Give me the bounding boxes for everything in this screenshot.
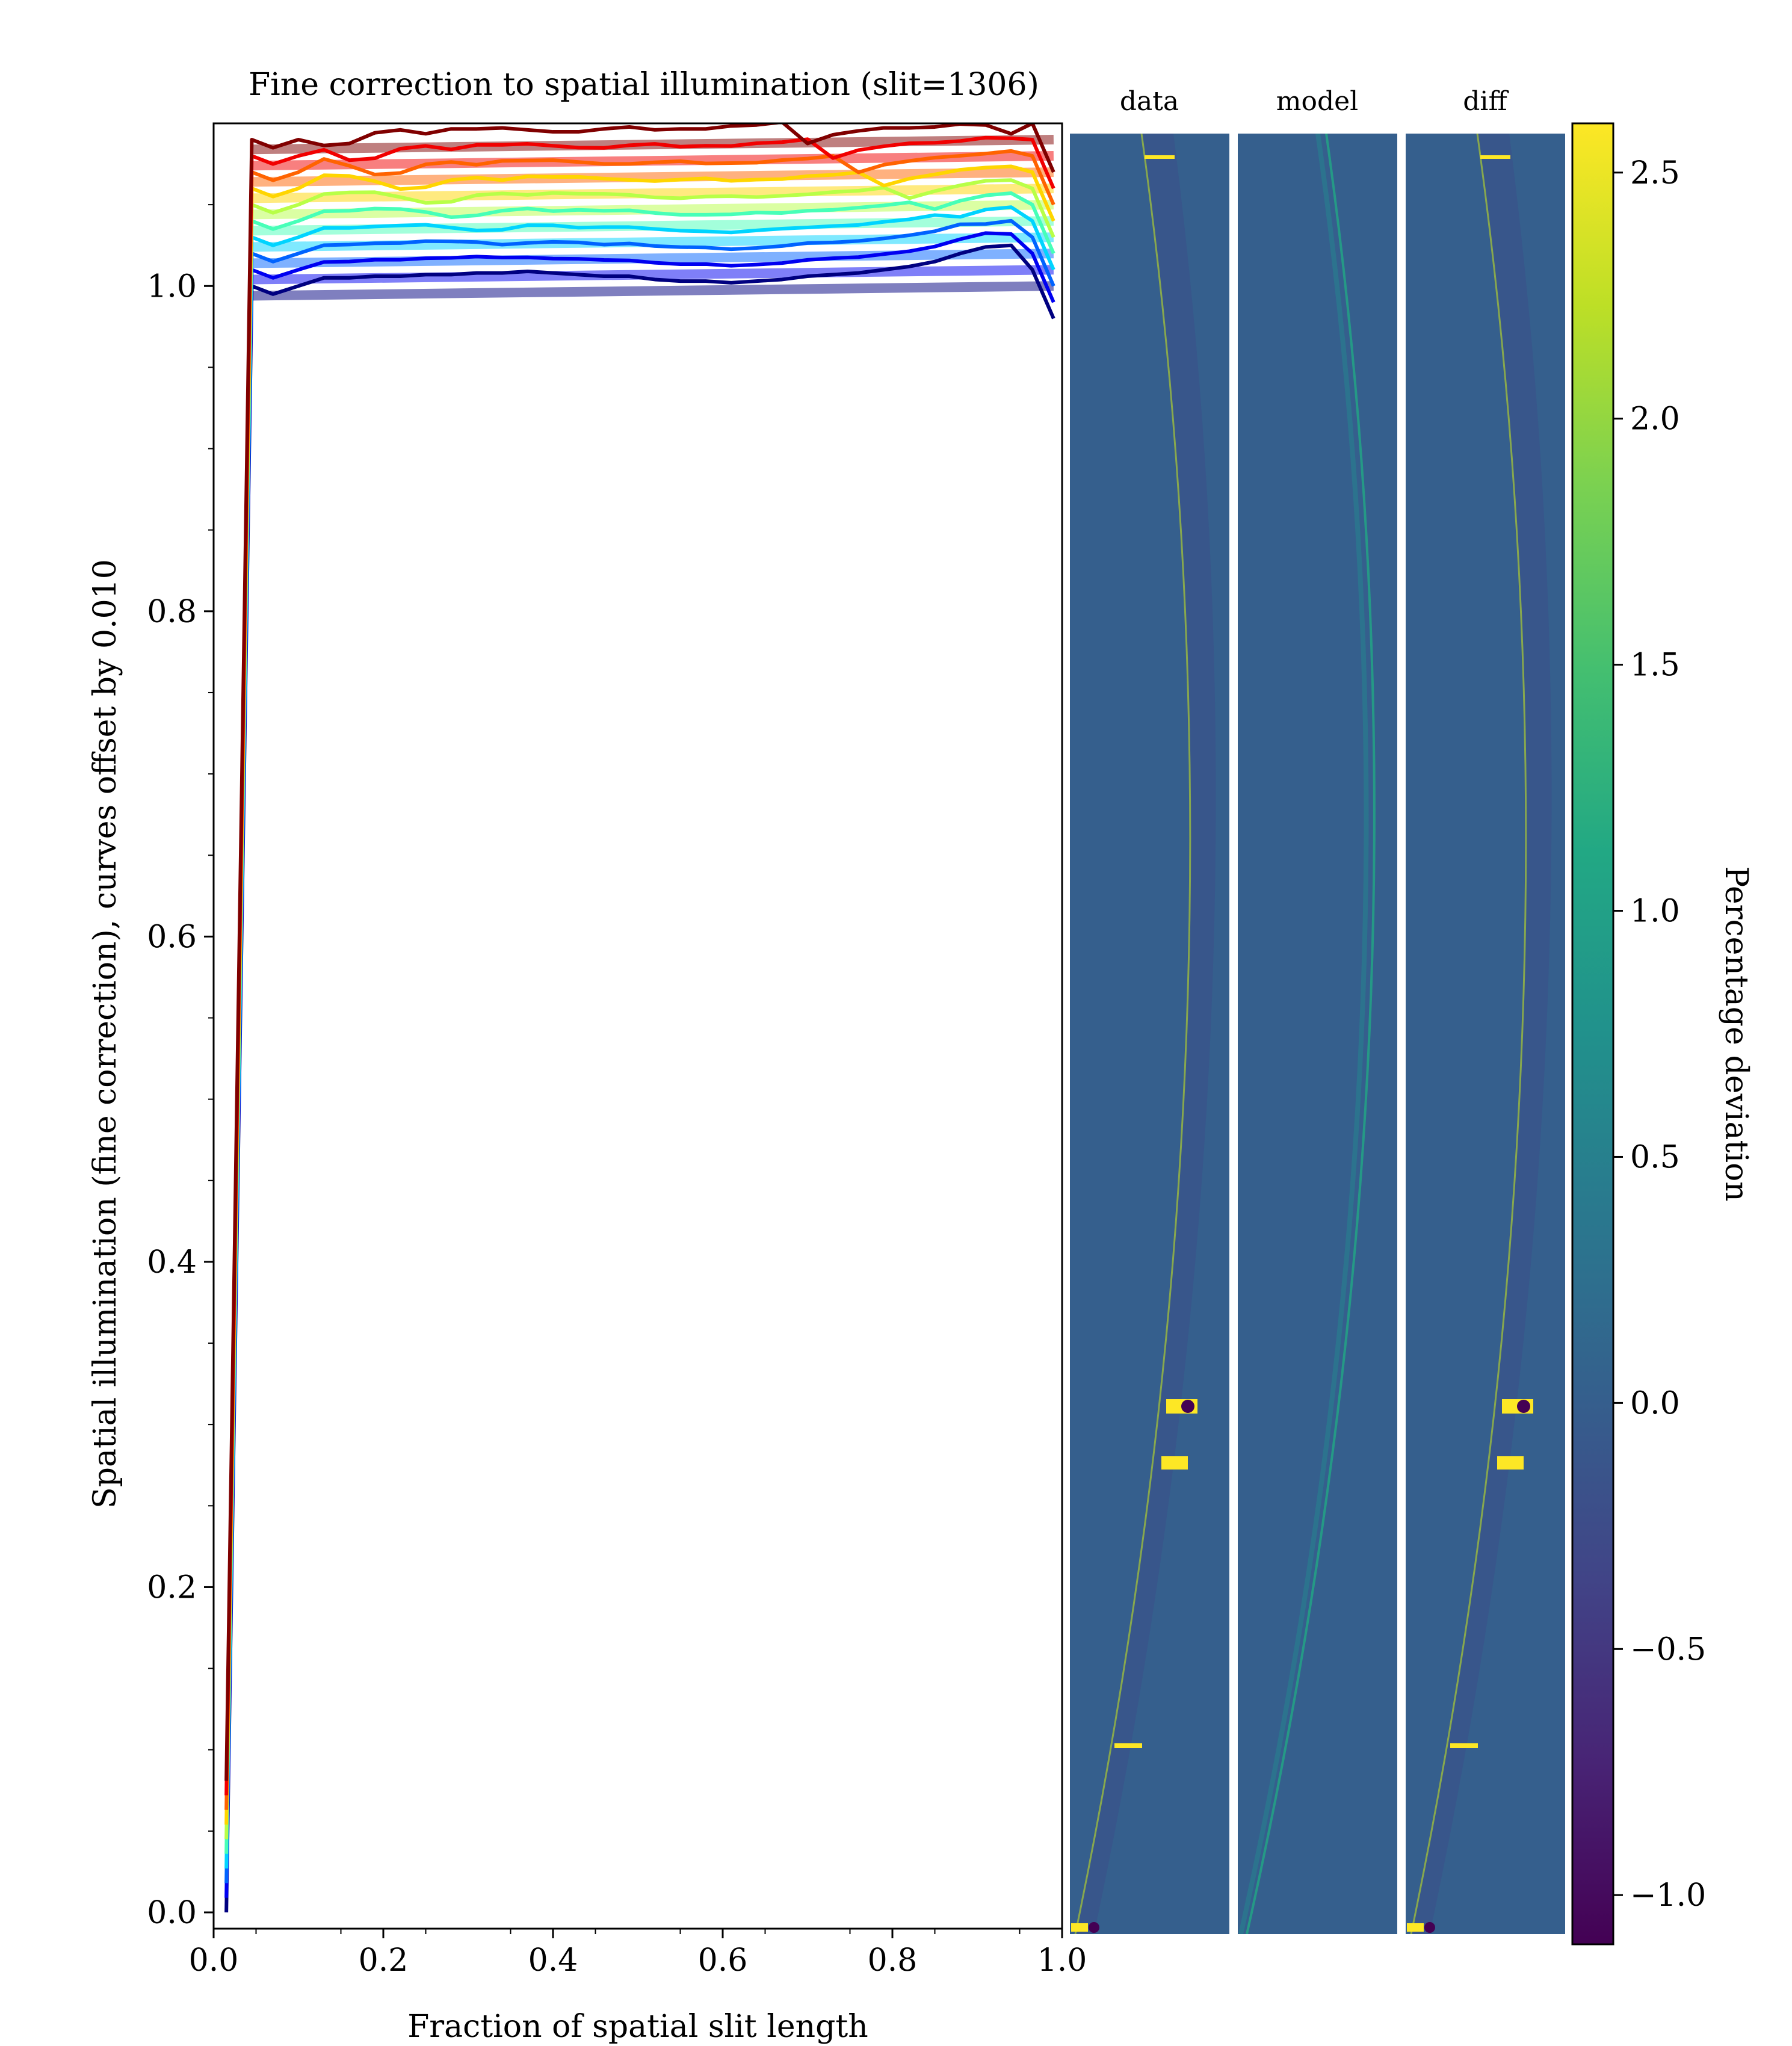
x-axis-label: Fraction of spatial slit length	[407, 2009, 868, 2045]
panel-diff-slit-band	[1410, 134, 1552, 1934]
panel-diff	[1406, 134, 1565, 1934]
colorbar-tick-label: −1.0	[1630, 1878, 1706, 1914]
data-curve	[224, 243, 1055, 1913]
panel-diff-feature	[1450, 1743, 1478, 1748]
y-tick-label: 0.4	[147, 1244, 197, 1281]
colorbar: −1.0 −0.5 0.0 0.5 1.0 1.5 2.0 2.5	[1571, 122, 1706, 1946]
panel-diff-title: diff	[1463, 86, 1509, 117]
y-tick-label: 1.0	[147, 268, 197, 304]
y-tick-label: 0.8	[147, 594, 197, 630]
colorbar-tick-label: 0.5	[1630, 1139, 1680, 1175]
colorbar-tick-label: 1.0	[1630, 894, 1680, 930]
chart-title: Fine correction to spatial illumination …	[249, 67, 1039, 103]
panel-diff-feature	[1517, 1400, 1530, 1413]
y-tick-label: 0.0	[147, 1895, 197, 1931]
colorbar-label: Percentage deviation	[1718, 866, 1754, 1202]
panel-model-trace	[1246, 134, 1376, 1934]
panel-data	[1070, 134, 1229, 1934]
panel-model-image	[1238, 134, 1397, 1934]
y-axis-label: Spatial illumination (fine correction), …	[87, 559, 123, 1509]
panel-data-feature	[1181, 1400, 1194, 1413]
panel-model	[1238, 134, 1397, 1934]
x-axis: 0.0 0.2 0.4 0.6 0.8 1.0	[189, 1929, 1087, 1979]
data-curve	[224, 164, 1055, 1825]
model-curve	[252, 216, 1054, 236]
y-tick-label: 0.2	[147, 1569, 197, 1606]
x-tick-label: 0.6	[698, 1942, 748, 1979]
model-curve	[252, 281, 1054, 301]
data-curve	[224, 178, 1055, 1840]
panel-data-slit-band	[1074, 134, 1216, 1934]
colorbar-tick-label: −0.5	[1630, 1631, 1706, 1667]
panel-data-feature	[1089, 1922, 1099, 1933]
line-plot: 0.0 0.2 0.4 0.6 0.8 1.0 0.0 0.2 0.4 0.6 0.8 1.0	[147, 122, 1087, 1979]
model-curve	[252, 167, 1054, 187]
panel-data-feature	[1145, 155, 1175, 159]
panel-diff-feature	[1497, 1456, 1524, 1470]
panel-model-trace	[1238, 134, 1369, 1934]
data-curve	[224, 191, 1055, 1854]
colorbar-tick-label: 2.5	[1630, 155, 1680, 191]
model-curve	[252, 232, 1054, 252]
data-curve	[224, 123, 1055, 1781]
panel-diff-feature	[1407, 1923, 1424, 1932]
panel-diff-feature	[1480, 155, 1510, 159]
data-curve	[224, 149, 1055, 1810]
plot-frame	[212, 122, 1063, 1930]
x-tick-label: 0.0	[189, 1942, 239, 1979]
panel-data-feature	[1161, 1456, 1188, 1470]
colorbar-tick-label: 0.0	[1630, 1385, 1680, 1421]
panel-diff-feature	[1424, 1922, 1435, 1933]
x-tick-label: 1.0	[1037, 1942, 1087, 1979]
data-curve	[224, 218, 1055, 1884]
model-curve	[252, 249, 1054, 268]
panel-data-slit-edge	[1074, 134, 1191, 1934]
colorbar-tick-label: 1.5	[1630, 647, 1680, 684]
panel-model-title: model	[1276, 86, 1359, 117]
data-curves	[224, 123, 1055, 1913]
x-tick-label: 0.8	[868, 1942, 918, 1979]
panel-data-feature	[1071, 1923, 1088, 1932]
y-axis: 0.0 0.2 0.4 0.6 0.8 1.0	[147, 204, 214, 1931]
model-curve	[252, 184, 1054, 203]
panel-data-feature	[1114, 1743, 1142, 1748]
data-curve	[224, 135, 1055, 1796]
x-tick-label: 0.4	[528, 1942, 578, 1979]
colorbar-ticks: −1.0 −0.5 0.0 0.5 1.0 1.5 2.0 2.5	[1613, 155, 1706, 1914]
y-tick-label: 0.6	[147, 919, 197, 955]
x-tick-label: 0.2	[359, 1942, 409, 1979]
panel-diff-slit-edge	[1410, 134, 1527, 1934]
data-curve	[224, 205, 1055, 1869]
colorbar-tick-label: 2.0	[1630, 401, 1680, 437]
panel-data-title: data	[1120, 86, 1179, 117]
colorbar-gradient	[1571, 122, 1614, 1946]
data-curve	[224, 231, 1055, 1898]
